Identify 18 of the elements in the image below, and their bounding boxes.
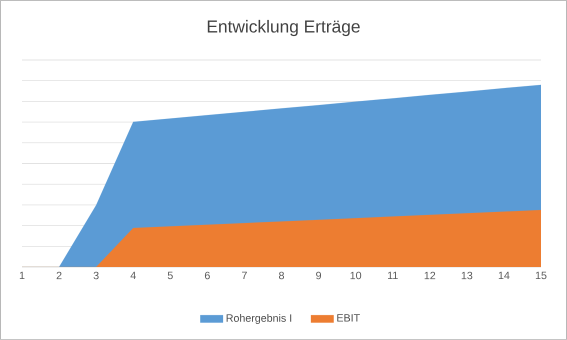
x-tick-label: 1 [20,272,24,280]
x-tick-label: 5 [168,272,173,280]
x-tick-label: 2 [56,272,62,280]
x-tick-label: 15 [536,272,546,280]
x-tick-label: 14 [498,272,510,280]
x-tick-label: 3 [94,272,99,280]
x-tick-label: 9 [316,272,322,280]
x-tick-label: 8 [279,272,284,280]
x-tick-label: 7 [242,272,247,280]
x-tick-label: 4 [130,272,136,280]
x-tick-label: 6 [204,272,210,280]
x-tick-label: 12 [424,272,436,280]
chart-title: Entwicklung Erträge [208,20,360,36]
legend-label: EBIT [337,314,360,322]
legend-label: Rohergebnis I [226,314,292,324]
x-tick-label: 10 [350,272,362,280]
x-tick-label: 13 [462,272,472,280]
x-tick-label: 11 [388,272,398,280]
